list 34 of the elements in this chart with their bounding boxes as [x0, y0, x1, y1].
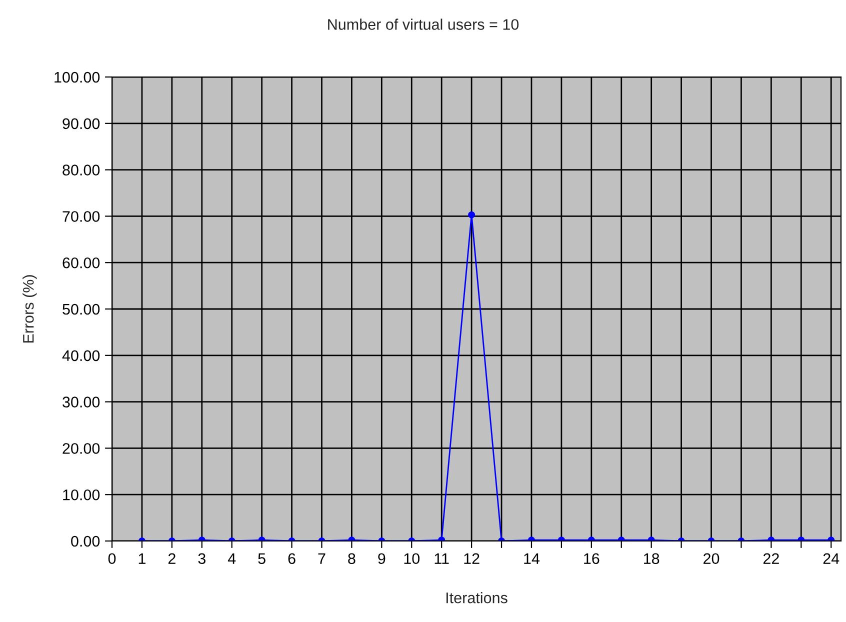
x-tick-label: 11: [434, 553, 449, 564]
x-tick-label: 14: [524, 553, 540, 564]
x-tick-label: 1: [138, 553, 146, 564]
x-tick-label: 0: [108, 553, 116, 564]
x-tick-label: 20: [704, 553, 720, 564]
x-tick-label: 9: [378, 553, 386, 564]
x-tick-label: 6: [288, 553, 296, 564]
x-tick-label: 10: [404, 553, 420, 564]
y-tick-label: 50.00: [62, 304, 100, 315]
y-tick-label: 40.00: [62, 350, 100, 362]
y-tick-label: 30.00: [62, 396, 100, 408]
y-tick-label: 20.00: [62, 443, 100, 454]
point: [468, 211, 476, 218]
y-tick-label: 80.00: [62, 164, 100, 176]
x-tick-label: 22: [763, 553, 779, 564]
x-tick-label: 8: [348, 553, 356, 564]
x-tick-label: 7: [318, 553, 326, 564]
x-tick-label: 24: [823, 553, 840, 564]
y-tick-label: 70.00: [62, 211, 100, 222]
x-tick-label: 5: [258, 553, 266, 564]
x-tick-label: 18: [644, 553, 660, 564]
x-tick-label: 12: [464, 553, 480, 564]
y-tick-label: 100.00: [54, 72, 100, 83]
y-tick-label: 10.00: [63, 489, 100, 500]
x-tick-label: 16: [584, 553, 600, 564]
x-tick-label: 2: [168, 553, 176, 564]
y-tick-label: 60.00: [62, 257, 100, 268]
y-tick-label: 90.00: [62, 118, 100, 130]
x-tick-label: 3: [198, 553, 206, 564]
chart-title: Number of virtual users = 10: [328, 18, 519, 30]
x-tick-label: 4: [228, 553, 236, 564]
y-axis-title: Errors (%): [22, 275, 37, 343]
y-tick-label: 0.00: [71, 536, 100, 547]
x-axis-title: Iterations: [446, 592, 508, 604]
